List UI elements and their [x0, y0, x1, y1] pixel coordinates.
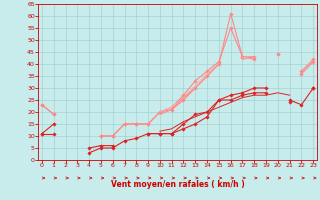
X-axis label: Vent moyen/en rafales ( km/h ): Vent moyen/en rafales ( km/h )	[111, 180, 244, 189]
